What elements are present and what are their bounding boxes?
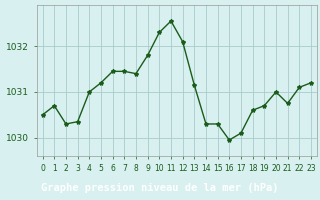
Text: Graphe pression niveau de la mer (hPa): Graphe pression niveau de la mer (hPa)	[41, 183, 279, 193]
